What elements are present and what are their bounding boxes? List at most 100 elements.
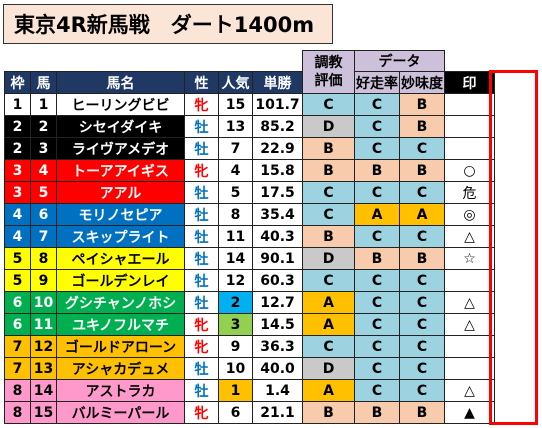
header-mark-spacer bbox=[444, 50, 495, 72]
waku-cell: 6 bbox=[4, 313, 31, 336]
waku-cell: 2 bbox=[4, 115, 31, 138]
header-chokyo-bottom: 評価 bbox=[314, 73, 343, 89]
mark-cell: ○ bbox=[444, 159, 495, 182]
waku-cell: 8 bbox=[4, 401, 31, 424]
odds-cell: 90.1 bbox=[252, 247, 303, 270]
header-name: 馬名 bbox=[56, 71, 185, 94]
myomido-cell: C bbox=[399, 181, 445, 204]
mark-cell: 危 bbox=[444, 181, 495, 204]
horse-name-cell: アシャカデュメ bbox=[56, 357, 185, 380]
uma-cell: 2 bbox=[30, 115, 57, 138]
kosoritsu-cell: C bbox=[354, 225, 400, 248]
table-row: 5 9 ゴールデンレイ牡 12 60.3 C C C bbox=[4, 269, 495, 292]
table-row: 8 15 バルミーパール牝 6 21.1 B B B ▲ bbox=[4, 401, 495, 424]
chokyo-rating-cell: A bbox=[302, 291, 355, 314]
header-pop: 人気 bbox=[218, 71, 253, 94]
chokyo-rating-cell: C bbox=[302, 181, 355, 204]
table-row: 1 1 ヒーリングビビ牝 15 101.7 C C B bbox=[4, 93, 495, 116]
table-row: 4 6 モリノセピア牡 8 35.4 C A A ◎ bbox=[4, 203, 495, 226]
table-row: 5 8 ペイシャエール牡 14 90.1 D B B ☆ bbox=[4, 247, 495, 270]
horse-name-cell: アアル bbox=[56, 181, 185, 204]
uma-cell: 8 bbox=[30, 247, 57, 270]
kosoritsu-cell: C bbox=[354, 181, 400, 204]
waku-cell: 7 bbox=[4, 335, 31, 358]
popularity-cell: 5 bbox=[218, 181, 253, 204]
waku-cell: 7 bbox=[4, 357, 31, 380]
myomido-cell: C bbox=[399, 335, 445, 358]
uma-cell: 6 bbox=[30, 203, 57, 226]
waku-cell: 3 bbox=[4, 181, 31, 204]
odds-cell: 85.2 bbox=[252, 115, 303, 138]
sex-cell: 牡 bbox=[184, 203, 219, 226]
sex-cell: 牡 bbox=[184, 247, 219, 270]
odds-cell: 35.4 bbox=[252, 203, 303, 226]
uma-cell: 10 bbox=[30, 291, 57, 314]
myomido-cell: C bbox=[399, 313, 445, 336]
table-row: 8 14 アストラカ牡 1 1.4 A C C △ bbox=[4, 379, 495, 402]
myomido-cell: B bbox=[399, 115, 445, 138]
uma-cell: 7 bbox=[30, 225, 57, 248]
myomido-cell: C bbox=[399, 225, 445, 248]
popularity-cell: 4 bbox=[218, 159, 253, 182]
table-row: 2 2 シセイダイキ牡 13 85.2 D C B bbox=[4, 115, 495, 138]
popularity-cell: 14 bbox=[218, 247, 253, 270]
popularity-cell: 8 bbox=[218, 203, 253, 226]
waku-cell: 1 bbox=[4, 93, 31, 116]
horse-name-cell: バルミーパール bbox=[56, 401, 185, 424]
myomido-cell: B bbox=[399, 159, 445, 182]
horse-name-cell: ペイシャエール bbox=[56, 247, 185, 270]
waku-cell: 5 bbox=[4, 247, 31, 270]
myomido-cell: C bbox=[399, 379, 445, 402]
mark-cell: △ bbox=[444, 379, 495, 402]
uma-cell: 12 bbox=[30, 335, 57, 358]
table-row: 7 13 アシャカデュメ牡 10 40.0 D C C bbox=[4, 357, 495, 380]
waku-cell: 5 bbox=[4, 269, 31, 292]
mark-cell bbox=[444, 93, 495, 116]
uma-cell: 15 bbox=[30, 401, 57, 424]
sex-cell: 牡 bbox=[184, 225, 219, 248]
sex-cell: 牡 bbox=[184, 181, 219, 204]
sex-cell: 牡 bbox=[184, 137, 219, 160]
odds-cell: 60.3 bbox=[252, 269, 303, 292]
sex-cell: 牡 bbox=[184, 269, 219, 292]
page-title: 東京4R新馬戦 ダート1400m bbox=[3, 4, 333, 44]
odds-cell: 36.3 bbox=[252, 335, 303, 358]
chokyo-rating-cell: B bbox=[302, 159, 355, 182]
horse-name-cell: ライヴアメデオ bbox=[56, 137, 185, 160]
waku-cell: 4 bbox=[4, 203, 31, 226]
chokyo-rating-cell: D bbox=[302, 247, 355, 270]
table-row: 3 5 アアル牡 5 17.5 C C C 危 bbox=[4, 181, 495, 204]
horse-name-cell: ユキノフルマチ bbox=[56, 313, 185, 336]
table-row: 2 3 ライヴアメデオ牡 7 22.9 B C C bbox=[4, 137, 495, 160]
table-row: 6 10 グシチャンノホシ牡 2 12.7 A C C △ bbox=[4, 291, 495, 314]
popularity-cell: 12 bbox=[218, 269, 253, 292]
chokyo-rating-cell: C bbox=[302, 269, 355, 292]
myomido-cell: C bbox=[399, 269, 445, 292]
horse-name-cell: アストラカ bbox=[56, 379, 185, 402]
horse-name-cell: グシチャンノホシ bbox=[56, 291, 185, 314]
waku-cell: 2 bbox=[4, 137, 31, 160]
waku-cell: 8 bbox=[4, 379, 31, 402]
table-row: 7 12 ゴールドアローン牝 9 36.3 C C C bbox=[4, 335, 495, 358]
popularity-cell: 7 bbox=[218, 137, 253, 160]
myomido-cell: B bbox=[399, 93, 445, 116]
popularity-cell: 10 bbox=[218, 357, 253, 380]
sex-cell: 牝 bbox=[184, 401, 219, 424]
mark-cell bbox=[444, 137, 495, 160]
chokyo-rating-cell: D bbox=[302, 357, 355, 380]
mark-column-highlight bbox=[489, 70, 538, 425]
chokyo-rating-cell: C bbox=[302, 203, 355, 226]
odds-cell: 12.7 bbox=[252, 291, 303, 314]
waku-cell: 6 bbox=[4, 291, 31, 314]
chokyo-rating-cell: B bbox=[302, 401, 355, 424]
kosoritsu-cell: C bbox=[354, 357, 400, 380]
horse-name-cell: シセイダイキ bbox=[56, 115, 185, 138]
chokyo-rating-cell: D bbox=[302, 115, 355, 138]
popularity-cell: 13 bbox=[218, 115, 253, 138]
header-sex: 性 bbox=[184, 71, 219, 94]
horse-name-cell: ゴールデンレイ bbox=[56, 269, 185, 292]
odds-cell: 101.7 bbox=[252, 93, 303, 116]
odds-cell: 40.0 bbox=[252, 357, 303, 380]
header-chokyo-top: 調教 bbox=[314, 55, 343, 71]
waku-cell: 4 bbox=[4, 225, 31, 248]
